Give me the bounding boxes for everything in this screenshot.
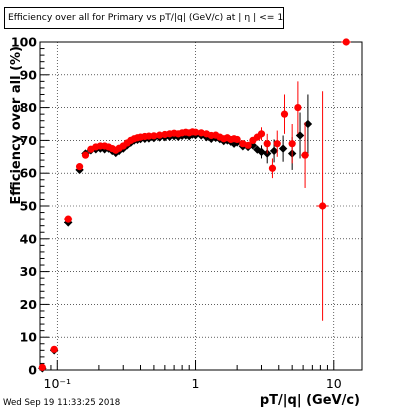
red-circle-point <box>268 164 277 172</box>
y-tick-label: 100 <box>11 35 37 50</box>
red-circle-point <box>81 151 90 159</box>
y-axis-title: Efficiency over all (%) <box>9 46 24 205</box>
red-circle-point <box>301 151 309 159</box>
red-circle-point <box>318 202 327 210</box>
datestamp: Wed Sep 19 11:33:25 2018 <box>3 398 121 408</box>
x-tick-label: 1 <box>192 376 200 391</box>
red-circle-point <box>233 135 241 144</box>
black-diamond-point <box>303 119 313 129</box>
red-circle-point <box>50 345 58 353</box>
y-tick-label: 90 <box>20 67 38 82</box>
x-axis-title: pT/|q| (GeV/c) <box>260 393 360 408</box>
chart-title-part-1: Efficiency over all for Primary vs pT/|q… <box>8 12 242 23</box>
x-tick-label: 10⁻¹ <box>44 376 72 391</box>
red-circle-point <box>191 128 200 136</box>
red-circle-point <box>244 141 252 149</box>
x-tick-label: 10 <box>326 376 342 391</box>
red-circle-point <box>257 130 266 138</box>
red-circle-point <box>38 363 46 371</box>
red-circle-point <box>64 215 72 223</box>
chart-title-eta-symbol: η <box>244 12 251 23</box>
y-tick-label: 80 <box>20 100 38 115</box>
y-tick-label: 40 <box>20 231 38 246</box>
red-circle-point <box>263 140 271 148</box>
red-circle-point <box>280 110 289 118</box>
black-diamond-point <box>278 144 288 153</box>
y-tick-label: 70 <box>20 133 38 148</box>
red-circle-point <box>150 132 158 140</box>
red-circle-point <box>342 38 350 46</box>
red-circle-point <box>156 131 164 139</box>
red-circle-point <box>75 163 84 171</box>
y-tick-label: 10 <box>20 330 38 345</box>
y-tick-label: 60 <box>20 166 38 181</box>
y-tick-label: 20 <box>20 297 38 312</box>
chart-title-part-3: | <= 1.0 <box>253 12 284 23</box>
y-tick-label: 30 <box>20 264 38 279</box>
red-circle-point <box>273 140 281 148</box>
chart-title: Efficiency over all for Primary vs pT/|q… <box>4 7 284 29</box>
red-circle-point <box>294 104 302 112</box>
y-tick-label: 50 <box>20 199 38 214</box>
y-tick-label: 0 <box>28 363 37 378</box>
black-diamond-point <box>269 146 279 156</box>
red-circle-point <box>288 140 296 148</box>
